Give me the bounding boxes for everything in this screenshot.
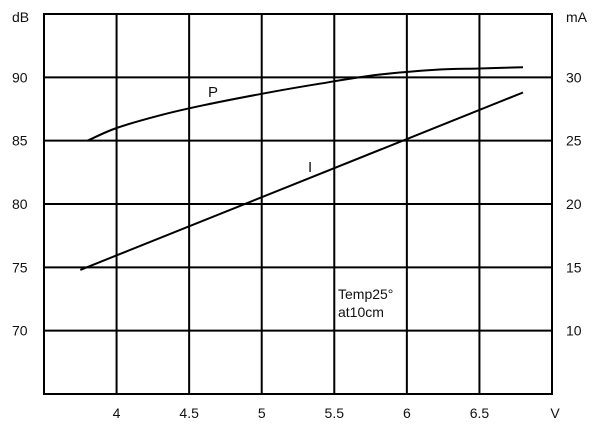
- y-right-tick-label: 15: [566, 259, 582, 275]
- series-line-i: [79, 91, 524, 271]
- grid: [44, 14, 552, 394]
- y-left-tick-label: 90: [12, 69, 28, 85]
- x-tick-label: 6.5: [470, 405, 490, 421]
- x-unit-label: V: [550, 405, 560, 421]
- x-tick-label: 5.5: [325, 405, 345, 421]
- series-label-p: P: [208, 84, 218, 101]
- x-tick-label: 5: [258, 405, 266, 421]
- y-left-unit-label: dB: [12, 9, 29, 25]
- y-left-tick-label: 70: [12, 323, 28, 339]
- y-left-tick-label: 85: [12, 133, 28, 149]
- series-layer: [79, 66, 524, 271]
- series-line-p: [87, 66, 524, 142]
- x-tick-label: 4: [113, 405, 121, 421]
- tick-labels: 4 4.5 5 5.5 6 6.5 70 75 80 85 90 10 15 20 25 30: [12, 69, 582, 421]
- plot-frame: [43, 13, 553, 395]
- y-right-unit-label: mA: [566, 9, 588, 25]
- y-left-tick-label: 80: [12, 196, 28, 212]
- x-tick-label: 6: [403, 405, 411, 421]
- y-right-tick-label: 30: [566, 69, 582, 85]
- annotation-temperature: Temp25°: [338, 286, 393, 302]
- y-right-tick-label: 20: [566, 196, 582, 212]
- y-right-tick-label: 10: [566, 323, 582, 339]
- y-left-tick-label: 75: [12, 259, 28, 275]
- x-tick-label: 4.5: [179, 405, 199, 421]
- series-label-i: I: [308, 159, 312, 176]
- annotation-distance: at10cm: [338, 304, 384, 320]
- y-right-tick-label: 25: [566, 133, 582, 149]
